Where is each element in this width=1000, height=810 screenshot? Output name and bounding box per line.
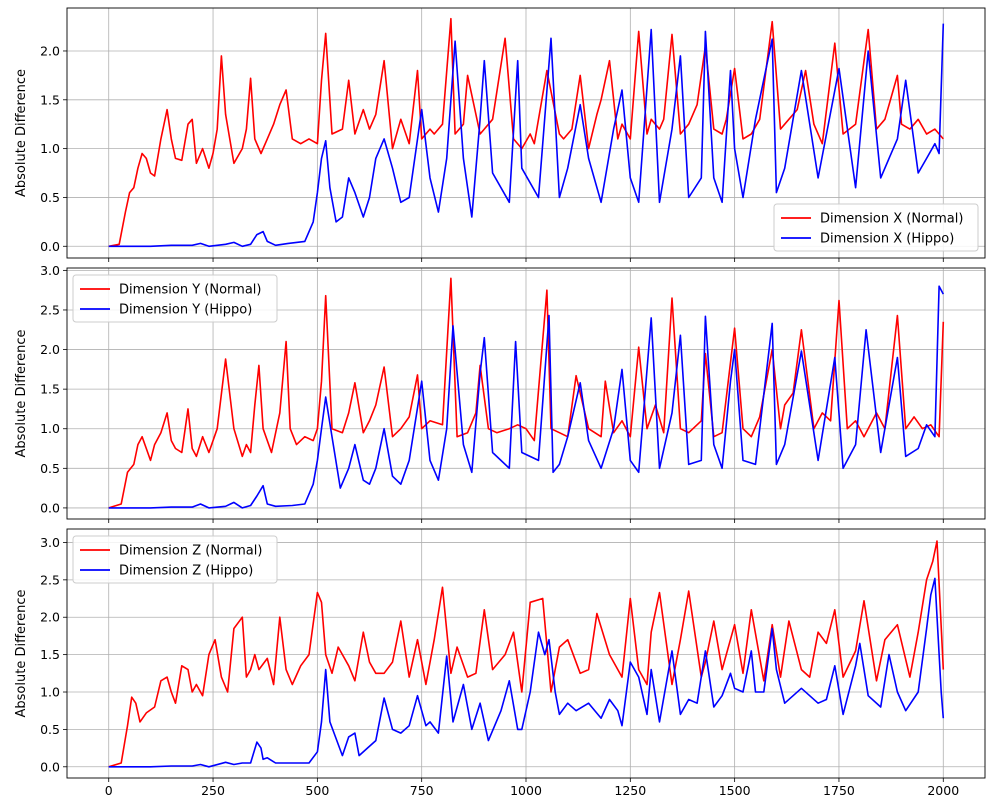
y-tick-label: 0.0 [40,500,60,515]
y-tick-label: 1.5 [40,92,60,107]
x-tick-label: 1500 [719,783,751,798]
x-tick-label: 2000 [927,783,959,798]
y-tick-label: 1.0 [40,141,60,156]
legend-label: Dimension Z (Hippo) [119,564,253,579]
series-line-dimension-z-normal [108,540,945,768]
x-tick-label: 750 [410,783,434,798]
legend-box [72,274,278,323]
y-tick-label: 2.5 [40,302,60,317]
x-tick-label: 1750 [823,783,855,798]
y-tick-label: 1.5 [40,647,60,662]
axes-frame [66,7,986,259]
legend-label: Dimension Y (Normal) [119,283,262,298]
legend-box [773,203,979,252]
y-tick-label: 0.0 [40,239,60,254]
y-tick-label: 0.5 [40,722,60,737]
x-tick-label: 1000 [510,783,542,798]
legend-label: Dimension X (Hippo) [820,232,954,247]
y-tick-label: 1.0 [40,685,60,700]
y-axis-label: Absolute Difference [14,69,29,197]
y-tick-label: 2.0 [40,43,60,58]
y-tick-label: 2.0 [40,342,60,357]
y-tick-label: 3.0 [40,535,60,550]
series-line-dimension-y-hippo [108,285,945,509]
legend-label: Dimension Y (Hippo) [119,303,252,318]
y-tick-label: 1.0 [40,421,60,436]
series-line-dimension-z-hippo [108,577,945,768]
legend-box [72,535,278,584]
y-axis-label: Absolute Difference [14,590,29,718]
y-tick-label: 0.0 [40,759,60,774]
y-tick-label: 0.5 [40,461,60,476]
y-tick-label: 3.0 [40,263,60,278]
y-tick-label: 2.5 [40,572,60,587]
y-tick-label: 1.5 [40,382,60,397]
axes-frame [66,528,986,779]
x-tick-label: 250 [201,783,225,798]
x-tick-label: 500 [305,783,329,798]
y-axis-label: Absolute Difference [14,330,29,458]
axes-frame [66,267,986,520]
series-line-dimension-x-normal [108,17,944,248]
x-tick-label: 0 [105,783,113,798]
legend-label: Dimension Z (Normal) [119,544,262,559]
series-line-dimension-x-hippo [108,23,945,248]
series-line-dimension-y-normal [108,277,945,509]
y-tick-label: 0.5 [40,190,60,205]
y-tick-label: 2.0 [40,610,60,625]
x-tick-label: 1250 [614,783,646,798]
legend-label: Dimension X (Normal) [820,212,963,227]
